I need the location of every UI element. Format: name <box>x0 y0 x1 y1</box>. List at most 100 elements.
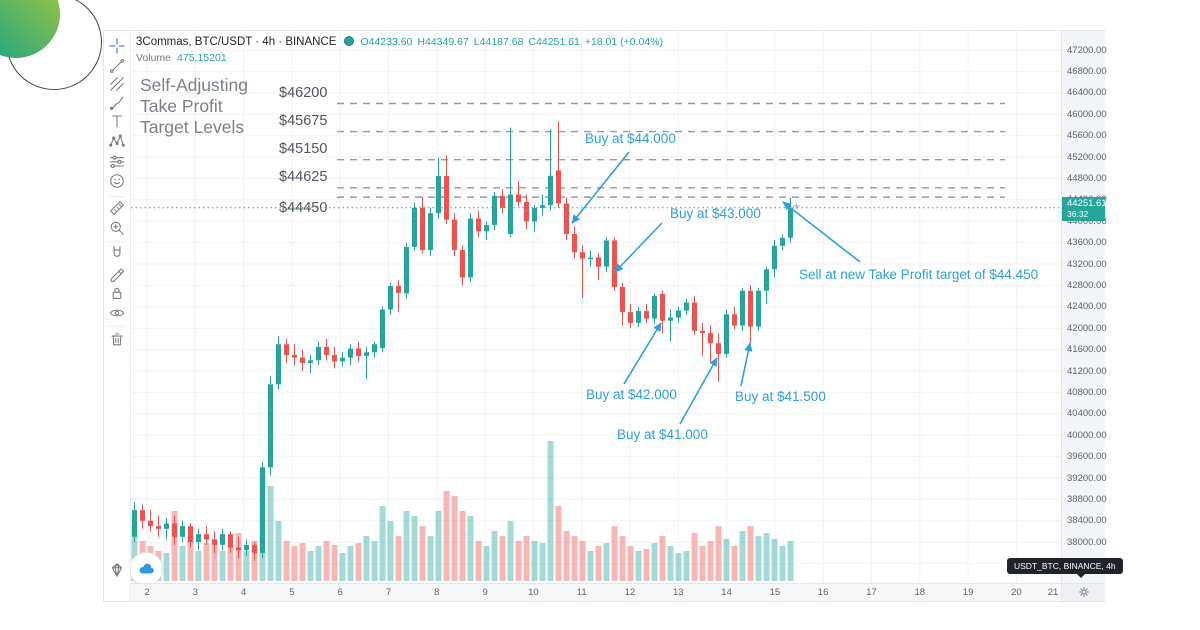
cloud-logo-icon <box>139 563 154 574</box>
volume-bar <box>635 551 642 581</box>
annotation-label[interactable]: Sell at new Take Profit target of $44.45… <box>799 267 1039 282</box>
magnet-icon[interactable] <box>107 243 127 263</box>
low-value: L44187.68 <box>473 36 524 48</box>
annotation-label[interactable]: Buy at $41.500 <box>735 389 826 404</box>
volume-bar <box>339 553 346 581</box>
volume-bar <box>499 536 506 581</box>
volume-bar <box>771 539 778 581</box>
volume-bar <box>755 536 762 581</box>
volume-bar <box>667 546 674 581</box>
chart-plot-area[interactable]: 3Commas, BTC/USDT · 4h · BINANCE O44233.6… <box>131 31 1061 583</box>
candle-body <box>444 175 449 220</box>
symbol-legend[interactable]: 3Commas, BTC/USDT · 4h · BINANCE O44233.6… <box>136 36 668 48</box>
crosshair-icon[interactable] <box>107 36 127 56</box>
annotation-arrow[interactable] <box>623 322 662 385</box>
toolbar-divider <box>108 326 126 327</box>
hide-drawings-icon[interactable] <box>107 303 127 323</box>
time-tick-label: 12 <box>624 587 636 598</box>
annotation-label[interactable]: Buy at $43.000 <box>670 206 761 221</box>
candle-body <box>692 302 697 331</box>
time-tick-label: 11 <box>576 587 587 598</box>
candle-body <box>596 257 601 267</box>
candle-body <box>708 333 713 344</box>
candle-body <box>140 510 145 521</box>
forecast-icon[interactable] <box>107 151 127 171</box>
candle-body <box>540 205 545 208</box>
axis-settings-corner[interactable] <box>1061 583 1105 601</box>
candle-body <box>388 285 393 310</box>
3commas-logo[interactable] <box>131 552 163 583</box>
candle-body <box>676 310 681 318</box>
candle-body <box>220 534 225 545</box>
measure-icon[interactable] <box>107 198 127 218</box>
volume-bar <box>195 551 202 581</box>
price-tick-label: 42400.00 <box>1067 301 1107 313</box>
price-tick-label: 41600.00 <box>1067 344 1107 356</box>
price-chart[interactable] <box>131 31 1061 583</box>
drawing-mode-icon[interactable] <box>107 263 127 283</box>
candle-body <box>188 526 193 543</box>
annotation-label[interactable]: Buy at $42.000 <box>586 387 677 402</box>
last-price: 44251.61 <box>1067 197 1107 209</box>
volume-bar <box>411 516 418 581</box>
change-value: +18.01 (+0.04%) <box>584 36 664 48</box>
gann-fib-icon[interactable] <box>107 74 127 94</box>
candle-body <box>500 195 505 208</box>
time-tick-label: 20 <box>1011 587 1022 598</box>
volume-bar <box>379 506 386 581</box>
candle-body <box>212 539 217 545</box>
remove-drawings-icon[interactable] <box>107 329 127 349</box>
volume-bar <box>131 526 138 581</box>
volume-legend[interactable]: Volume 475.15201 <box>136 52 227 64</box>
candle-body <box>492 195 497 225</box>
time-tick-label: 15 <box>769 587 781 598</box>
take-profit-label: $44450 <box>279 200 328 217</box>
volume-bar <box>707 541 714 581</box>
annotation-label[interactable]: Buy at $44.000 <box>585 131 676 146</box>
lock-icon[interactable] <box>107 283 127 303</box>
time-axis[interactable]: 2 3 4 5 6 7 8 9 10 11 12 13 14 15 16 17 18 19 20 21 <box>131 583 1061 601</box>
volume-bar <box>531 541 538 581</box>
brush-icon[interactable] <box>107 93 127 113</box>
candle-body <box>764 269 769 291</box>
volume-bar <box>523 536 530 581</box>
candle-body <box>660 293 665 321</box>
annotation-arrow[interactable] <box>740 342 753 387</box>
candle-body <box>572 234 577 253</box>
annotation-arrow[interactable] <box>614 222 663 273</box>
volume-bar <box>459 511 466 581</box>
candle-body <box>332 354 337 362</box>
ohlc-values: O44233.60 H44349.67 L44187.68 C44251.61 +18.… <box>360 36 668 48</box>
emoji-icon[interactable] <box>107 171 127 191</box>
candle-body <box>556 170 561 204</box>
candle-body <box>748 290 753 327</box>
candle-body <box>204 534 209 540</box>
price-tick-label: 42000.00 <box>1067 322 1107 334</box>
volume-bar <box>675 553 682 581</box>
text-icon[interactable] <box>107 111 127 131</box>
symbol-title[interactable]: 3Commas, BTC/USDT · 4h · BINANCE <box>136 36 337 48</box>
gear-icon[interactable] <box>1078 586 1090 598</box>
open-value: O44233.60 <box>360 36 413 48</box>
price-axis[interactable]: 44251.61 36:32 47200.00 46800.00 46400.00 4… <box>1061 31 1107 583</box>
annotation-arrow[interactable] <box>571 151 630 224</box>
annotation-arrow[interactable] <box>679 357 718 425</box>
zoom-in-icon[interactable] <box>107 218 127 238</box>
object-tree-icon[interactable] <box>107 560 127 580</box>
xabcd-pattern-icon[interactable] <box>107 131 127 151</box>
candle-body <box>588 257 593 260</box>
volume-bar <box>251 541 258 581</box>
volume-bar <box>483 546 490 581</box>
volume-bar <box>171 511 178 581</box>
annotation-label[interactable]: Buy at $41.000 <box>617 427 708 442</box>
volume-bar <box>539 543 546 581</box>
annotation-arrow[interactable] <box>782 201 861 263</box>
volume-bar <box>627 546 634 581</box>
trendline-icon[interactable] <box>107 56 127 76</box>
time-tick-label: 7 <box>385 587 392 598</box>
volume-bar <box>467 516 474 581</box>
volume-bar <box>619 536 626 581</box>
volume-bar <box>731 546 738 581</box>
candle-body <box>508 194 513 235</box>
candle-body <box>300 357 305 363</box>
